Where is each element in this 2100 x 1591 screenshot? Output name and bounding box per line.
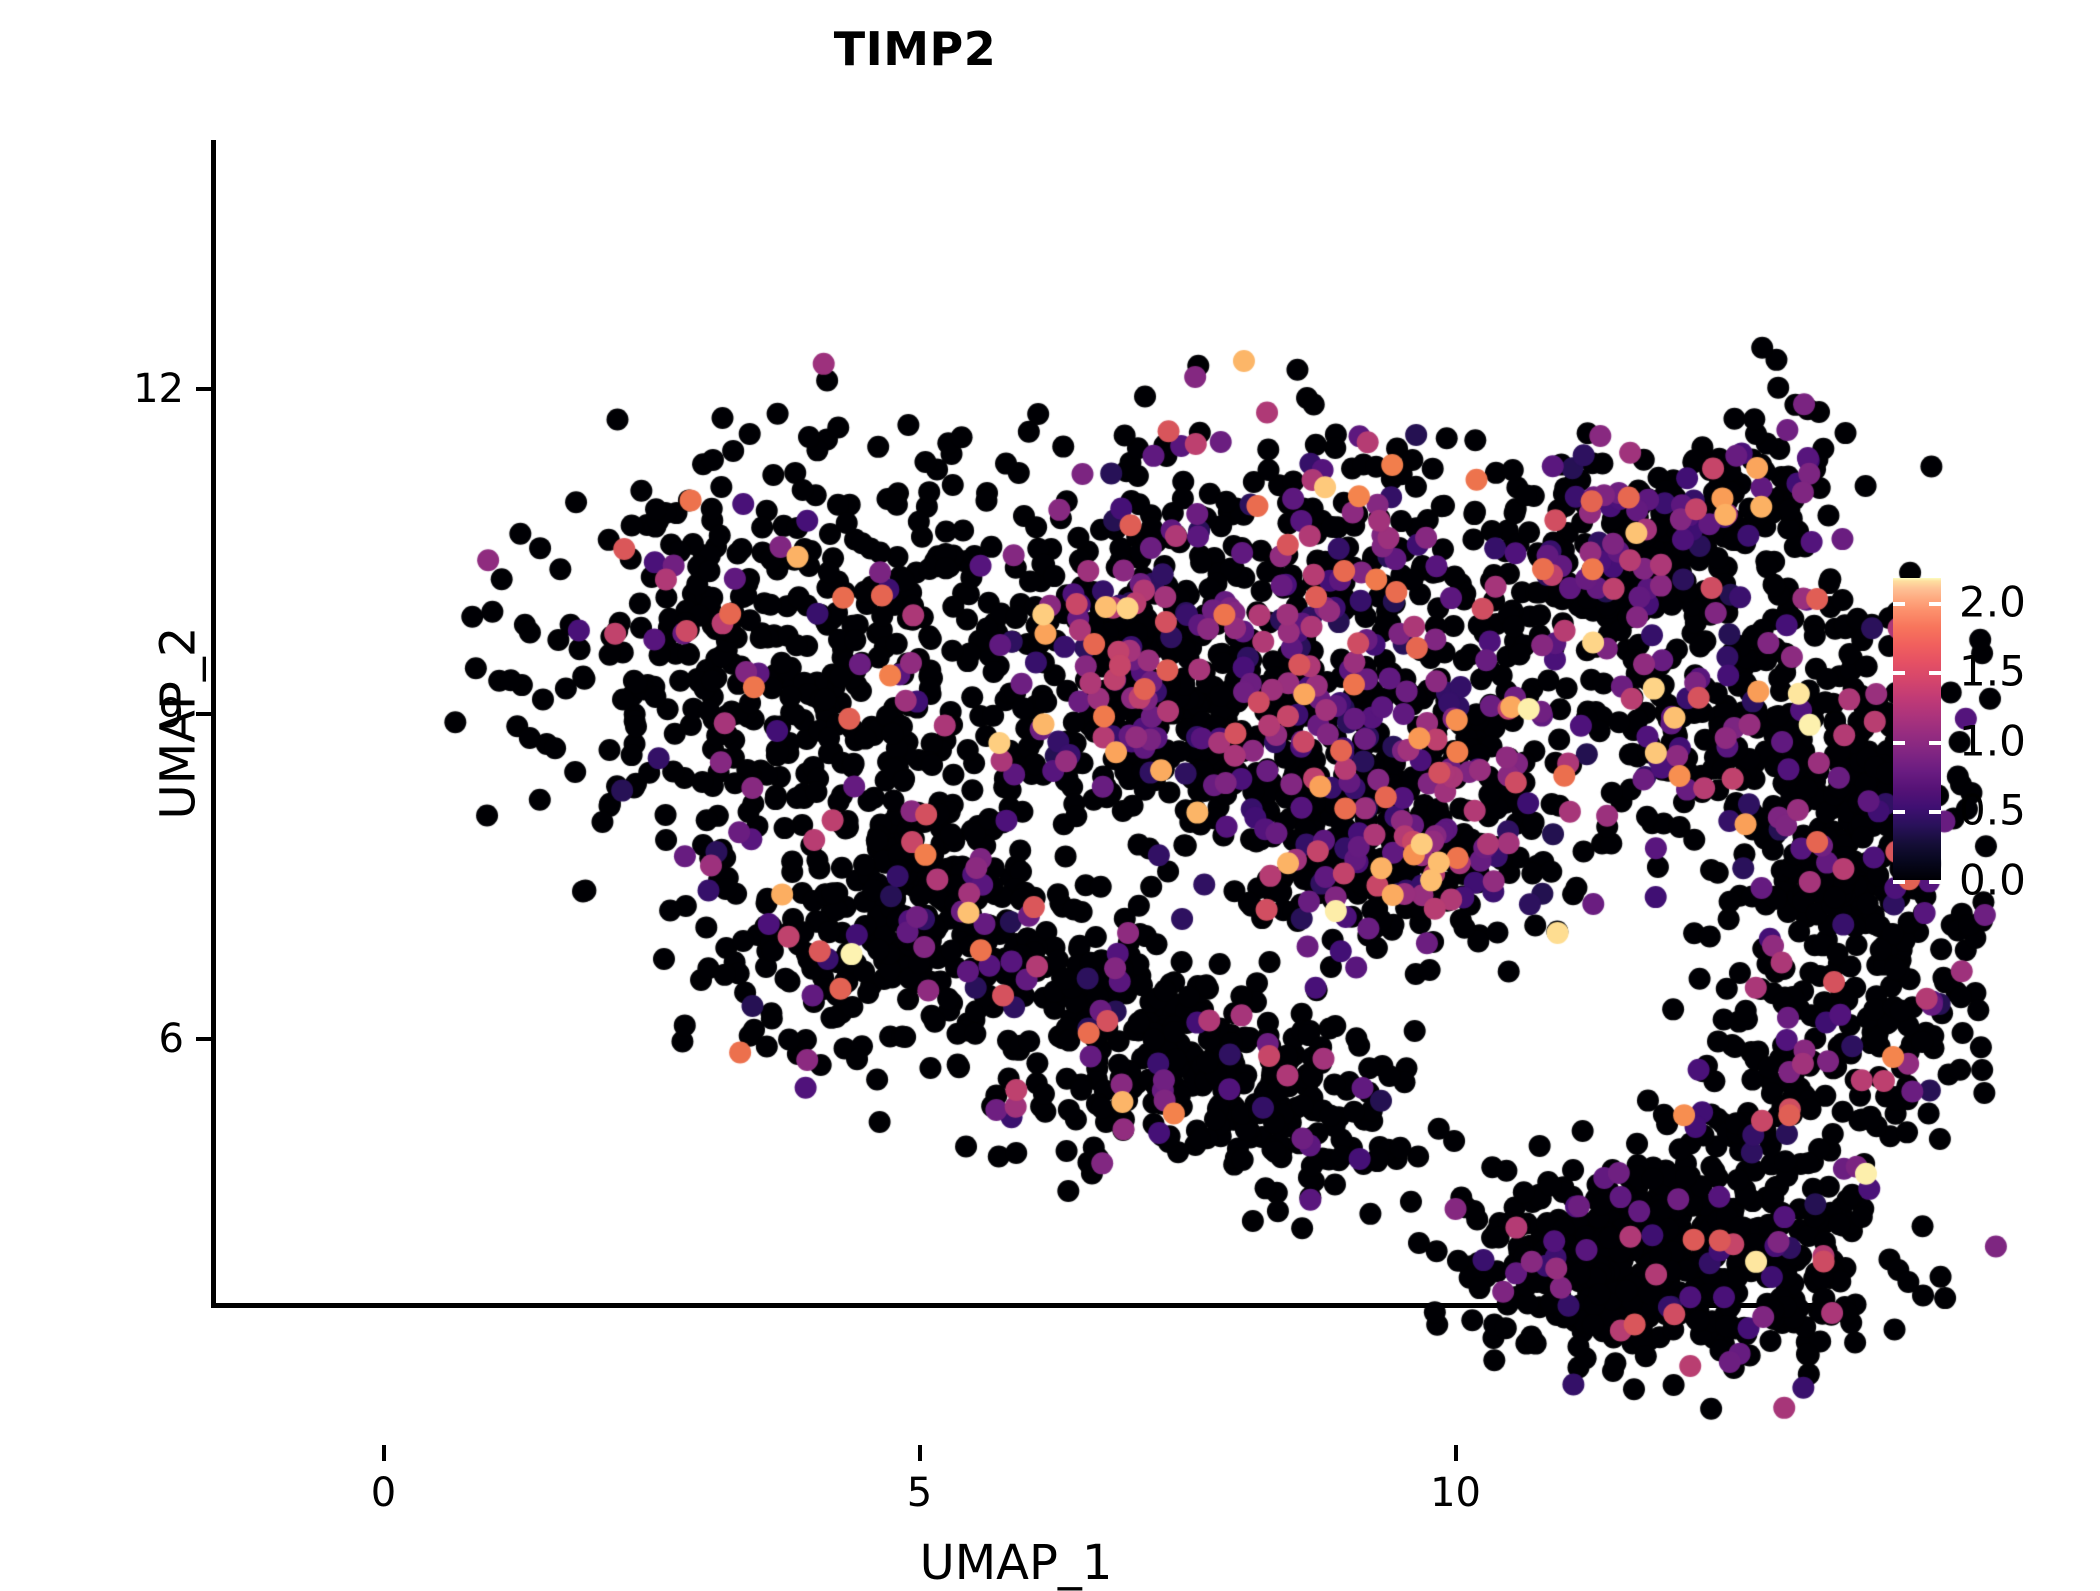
x-tick-label: 0: [370, 1470, 397, 1516]
x-tick-label: 5: [906, 1470, 933, 1516]
scatter-plot: [424, 280, 2032, 1445]
page-title: TIMP2: [833, 22, 997, 76]
colorbar-tick-label: 0.0: [1959, 855, 2026, 905]
y-tick-label: 9: [158, 691, 184, 738]
y-tick-mark: [196, 1037, 212, 1042]
x-tick-label: 10: [1430, 1470, 1481, 1516]
y-tick-mark: [196, 387, 212, 392]
y-tick-label: 6: [158, 1016, 184, 1063]
chart-root: TIMP2 6 9 12 0 5 10 UMAP_2 UMAP_1 2.0 1.5 1.0 0…: [133, 22, 2032, 1591]
x-tick-mark: [381, 1445, 386, 1461]
colorbar-tick-label: 0.5: [1959, 785, 2026, 835]
y-axis-spine: [211, 140, 216, 1308]
x-tick-mark: [1453, 1445, 1458, 1461]
plot-axes: 6 9 12 0 5 10 UMAP_2 UMAP_1: [133, 140, 2032, 1591]
colorbar-tick-label: 2.0: [1959, 577, 2026, 627]
y-axis-label: UMAP_2: [150, 626, 207, 819]
y-tick-mark: [196, 712, 212, 717]
y-tick-label: 12: [133, 366, 184, 413]
colorbar-gradient: [1893, 578, 1941, 880]
colorbar-tick-label: 1.0: [1959, 716, 2026, 766]
x-axis-label: UMAP_1: [919, 1535, 1113, 1591]
colorbar-tick-label: 1.5: [1959, 646, 2026, 696]
x-tick-mark: [917, 1445, 922, 1461]
